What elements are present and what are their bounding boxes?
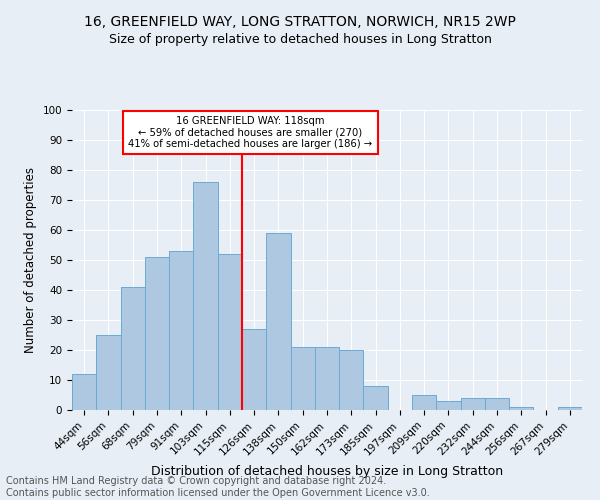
Bar [339, 350, 364, 410]
Bar [315, 347, 339, 410]
Y-axis label: Number of detached properties: Number of detached properties [24, 167, 37, 353]
Text: Contains HM Land Registry data © Crown copyright and database right 2024.
Contai: Contains HM Land Registry data © Crown c… [6, 476, 430, 498]
Bar [72, 374, 96, 410]
Text: Size of property relative to detached houses in Long Stratton: Size of property relative to detached ho… [109, 32, 491, 46]
Bar [290, 347, 315, 410]
Bar [412, 395, 436, 410]
X-axis label: Distribution of detached houses by size in Long Stratton: Distribution of detached houses by size … [151, 465, 503, 478]
Bar [266, 233, 290, 410]
Bar [218, 254, 242, 410]
Bar [364, 386, 388, 410]
Text: 16, GREENFIELD WAY, LONG STRATTON, NORWICH, NR15 2WP: 16, GREENFIELD WAY, LONG STRATTON, NORWI… [84, 15, 516, 29]
Bar [485, 398, 509, 410]
Bar [96, 335, 121, 410]
Bar [558, 407, 582, 410]
Bar [436, 401, 461, 410]
Bar [461, 398, 485, 410]
Bar [121, 287, 145, 410]
Bar [193, 182, 218, 410]
Bar [169, 251, 193, 410]
Bar [242, 329, 266, 410]
Bar [145, 257, 169, 410]
Bar [509, 407, 533, 410]
Text: 16 GREENFIELD WAY: 118sqm
← 59% of detached houses are smaller (270)
41% of semi: 16 GREENFIELD WAY: 118sqm ← 59% of detac… [128, 116, 373, 149]
